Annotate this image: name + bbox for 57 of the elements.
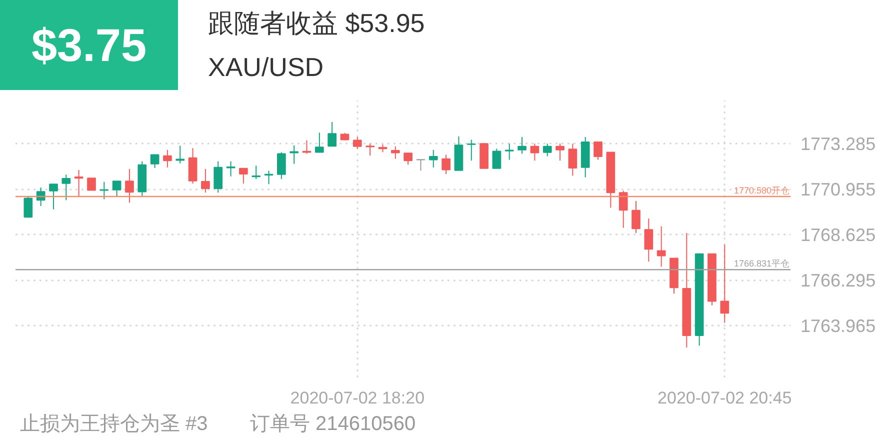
candlestick <box>112 180 122 198</box>
candlestick <box>720 244 730 323</box>
candlestick <box>466 139 476 162</box>
candlestick <box>252 165 261 180</box>
x-tick-label: 2020-07-02 18:20 <box>290 388 425 408</box>
candlestick <box>214 160 223 194</box>
candlestick <box>504 143 514 160</box>
candlestick <box>87 178 96 191</box>
candlestick <box>314 132 324 153</box>
candlestick <box>239 168 248 184</box>
candlestick <box>542 143 552 157</box>
y-tick-label: 1768.625 <box>800 225 876 246</box>
candlestick <box>366 143 374 156</box>
candlestick <box>36 187 46 207</box>
text: XAU/USD <box>208 52 324 83</box>
candlestick <box>656 226 666 268</box>
candlestick <box>125 168 134 204</box>
text: 止损为王持仓为圣 #3 <box>20 412 208 437</box>
candlestick <box>24 196 33 218</box>
candlestick <box>290 144 299 164</box>
y-tick-label: 1766.295 <box>800 270 876 291</box>
chart-title: $3.75 <box>0 0 178 90</box>
candlestick <box>49 184 58 210</box>
y-tick-label: 1773.285 <box>800 134 876 154</box>
candlestick <box>492 148 502 169</box>
candlestick <box>442 154 450 175</box>
candlestick <box>390 146 400 160</box>
candlestick <box>163 149 172 168</box>
candlestick <box>176 145 185 164</box>
candlestick <box>150 154 160 168</box>
ref-line-label: 1770.580开仓 <box>734 185 790 196</box>
text: 订单号 214610560 <box>250 412 416 437</box>
candlestick <box>416 159 426 172</box>
candlestick <box>264 170 274 185</box>
candlestick <box>201 168 210 194</box>
ref-line-label: 1766.831平仓 <box>734 258 790 269</box>
candlestick <box>226 160 236 177</box>
candlestick <box>428 149 438 168</box>
candlestick <box>62 174 71 201</box>
candlestick <box>530 143 540 162</box>
candlestick <box>518 136 526 154</box>
candlestick <box>594 142 602 160</box>
candlestick <box>556 143 564 162</box>
candlestick <box>618 190 628 228</box>
candlestick <box>188 148 198 184</box>
candlestick <box>632 200 640 234</box>
candlestick <box>74 169 84 198</box>
candlestick <box>352 136 362 150</box>
chart-subtitle: 跟随者收益 $53.95 <box>208 7 425 40</box>
candlestick <box>328 121 337 147</box>
x-tick-label: 2020-07-02 20:45 <box>658 388 792 408</box>
y-tick-label: 1763.965 <box>800 316 876 336</box>
candlestick <box>644 218 654 262</box>
candlestick <box>404 152 412 166</box>
candlestick <box>568 143 578 176</box>
y-tick-label: 1770.955 <box>800 180 876 200</box>
candlestick <box>277 152 286 180</box>
